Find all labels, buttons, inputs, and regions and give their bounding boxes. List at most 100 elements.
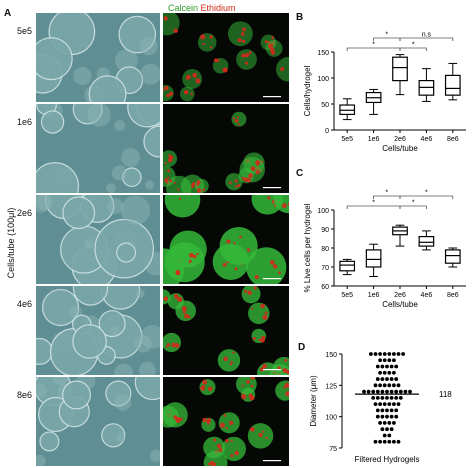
chart-c-box-rect [418,235,435,247]
panel-a-letter: A [4,8,12,19]
chart-b-y-tick-label: 100 [317,76,329,83]
chart-c-x-tick-label: 5e5 [341,292,353,299]
chart-b-y-tick-label: 50 [321,102,329,109]
chart-c-boxplot: 60 70 80 90 100 5e5 1e6 2e6 4e6 8e6 * * * * Cells/tube… [303,190,466,309]
chart-d-point [380,364,385,369]
chart-d-point [385,427,389,432]
chart-d-point [382,352,387,356]
chart-d-point [387,421,392,425]
chart-c-y-tick-label: 60 [321,284,329,291]
chart-d-point [394,377,399,381]
chart-b-y-tick-label: 0 [325,128,329,135]
phase-contrast-image-4e6 [36,286,160,375]
fluorescence-image-8e6 [163,377,289,466]
chart-d-point [394,408,399,413]
chart-d-point [398,395,403,400]
chart-d-point [369,352,373,356]
chart-c-box-1e6 [365,243,382,277]
chart-d-point [389,427,394,432]
chart-b-x-tick-label: 8e6 [447,136,459,143]
chart-d-point [389,414,394,419]
chart-d-point [380,427,385,432]
chart-d-point [378,439,382,444]
row-label-5e5: 5e5 [16,25,32,36]
chart-c-y-axis-label: % Live cells per hydrogel [303,203,312,292]
chart-d-scatter: 75 100 125 150 118 Filtered Hydrogels Diameter… [309,352,452,464]
chart-d-point [380,395,385,400]
chart-d-point [375,408,380,413]
chart-d-point [387,352,392,356]
chart-b-y-axis-label: Cells/hydrogel [303,65,312,116]
chart-d-point [375,364,380,369]
chart-d-point [389,395,394,400]
phase-contrast-image-2e6 [36,195,160,284]
chart-b-significance-label: * [412,42,415,49]
chart-c-significance-bracket: * [373,190,401,199]
chart-b-x-axis-label: Cells/tube [382,144,418,153]
chart-b-box-5e5 [339,98,356,121]
chart-d-point [389,408,394,413]
chart-d-point [382,421,387,425]
chart-d-point [385,408,389,413]
chart-c-box-4e6 [418,230,435,251]
chart-d-point [380,408,385,413]
chart-d-point [382,383,387,388]
phase-contrast-image-5e5 [36,13,160,102]
chart-d-point [392,439,396,444]
chart-d-point [362,389,366,394]
chart-b-box-4e6 [418,68,435,102]
chart-c-significance-bracket: * [399,200,427,209]
chart-d-point [385,414,389,419]
chart-c-box-rect [339,260,356,272]
chart-d-point [408,389,412,394]
chart-d-point [392,370,396,375]
chart-d-y-tick-label: 75 [329,446,337,453]
chart-d-point [371,389,376,394]
chart-b-y-tick-label: 150 [317,50,329,57]
chart-b-boxplot: 0 50 100 150 5e5 1e6 2e6 4e6 8e6 * * * n.s Cells/tube… [303,32,466,153]
chart-b-significance-bracket: * [399,42,427,51]
chart-d-y-tick-label: 125 [325,383,337,390]
panel-c-letter: C [296,168,304,179]
chart-b-significance-bracket: * [373,32,401,41]
chart-b-significance-label: * [385,32,388,39]
chart-d-point [378,352,382,356]
chart-d-point [382,402,387,407]
chart-d-x-axis-label: Filtered Hydrogels [355,455,420,464]
chart-d-point [375,414,380,419]
chart-d-point [392,421,396,425]
chart-d-point [387,433,392,438]
chart-d-point [382,439,387,444]
chart-d-point [389,364,394,369]
chart-d-point [392,352,396,356]
chart-b-x-tick-label: 4e6 [421,136,433,143]
chart-d-point [378,383,382,388]
chart-d-point [378,358,382,363]
row-label-2e6: 2e6 [16,207,32,218]
phase-contrast-image-1e6 [36,104,160,193]
chart-d-point [371,395,376,400]
chart-d-point [389,389,394,394]
chart-b-significance-label: n.s [422,32,432,39]
chart-b-significance-label: * [372,42,375,49]
chart-b-x-tick-label: 2e6 [394,136,406,143]
chart-c-significance-label: * [372,200,375,207]
chart-c-box-5e5 [339,258,356,276]
chart-d-point [385,377,389,381]
chart-d-point [394,395,399,400]
chart-b-x-tick-label: 1e6 [368,136,380,143]
chart-d-point [398,389,403,394]
chart-c-significance-bracket: * [399,190,454,199]
chart-b-box-8e6 [444,62,461,101]
chart-d-point [380,414,385,419]
chart-b-box-rect [444,74,461,96]
chart-d-point [375,389,380,394]
chart-d-point [394,364,399,369]
chart-b-significance-bracket: n.s [399,32,454,41]
chart-c-x-axis-label: Cells/tube [382,300,418,309]
chart-d-point [380,389,385,394]
chart-c-y-tick-label: 80 [321,246,329,253]
chart-d-point [373,439,378,444]
chart-c-significance-label: * [412,200,415,207]
chart-b-x-tick-label: 5e5 [341,136,353,143]
